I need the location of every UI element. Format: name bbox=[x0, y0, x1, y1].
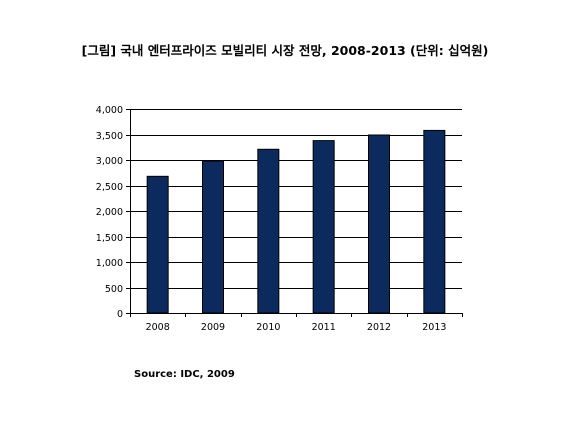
y-tick-label: 500 bbox=[105, 284, 123, 295]
source-note: Source: IDC, 2009 bbox=[134, 369, 235, 380]
bar-2012 bbox=[368, 134, 390, 314]
bar-2008 bbox=[146, 175, 169, 314]
x-tick-labels: 2008 2009 2010 2011 2012 2013 bbox=[146, 322, 447, 333]
y-tick-label: 1,500 bbox=[96, 233, 123, 244]
y-tick-label: 1,000 bbox=[96, 258, 123, 269]
x-tick-label: 2010 bbox=[256, 322, 280, 333]
bar-2011 bbox=[312, 140, 335, 314]
bars bbox=[146, 129, 446, 314]
y-tick-label: 4,000 bbox=[96, 105, 123, 116]
y-tick-labels: 0 500 1,000 1,500 2,000 2,500 3,000 3,500 4,000 bbox=[96, 105, 123, 320]
x-tick-label: 2012 bbox=[367, 322, 391, 333]
bar-2009 bbox=[202, 160, 224, 314]
y-tick-label: 0 bbox=[117, 309, 123, 320]
bar-2013 bbox=[423, 129, 446, 314]
y-tick-label: 3,000 bbox=[96, 156, 123, 167]
x-tick-label: 2008 bbox=[146, 322, 170, 333]
y-tick-label: 2,500 bbox=[96, 182, 123, 193]
axes bbox=[126, 109, 463, 317]
y-tick-label: 3,500 bbox=[96, 131, 123, 142]
bar-2010 bbox=[257, 148, 280, 314]
y-tick-label: 2,000 bbox=[96, 207, 123, 218]
x-tick-label: 2013 bbox=[422, 322, 446, 333]
gridlines bbox=[130, 109, 462, 314]
x-tick-label: 2009 bbox=[201, 322, 225, 333]
chart-title: [그림] 국내 엔터프라이즈 모빌리티 시장 전망, 2008-2013 (단위… bbox=[81, 43, 489, 58]
x-tick-label: 2011 bbox=[312, 322, 336, 333]
